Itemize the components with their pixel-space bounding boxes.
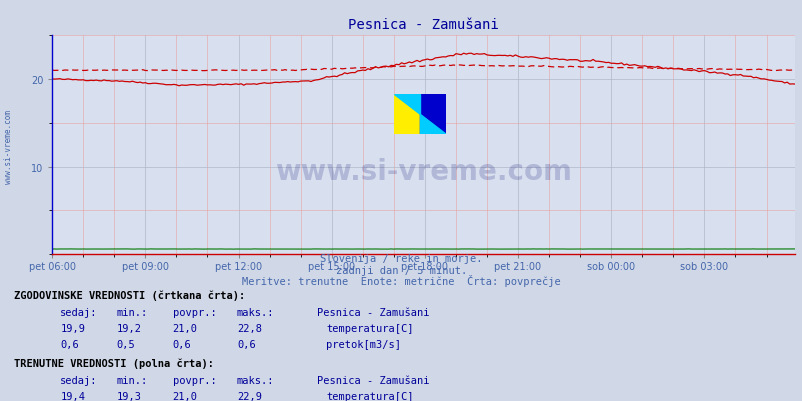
Text: 0,6: 0,6 [172, 339, 191, 349]
Text: min.:: min.: [116, 375, 148, 385]
Text: 19,3: 19,3 [116, 391, 141, 401]
Polygon shape [419, 115, 445, 134]
Text: Slovenija / reke in morje.: Slovenija / reke in morje. [320, 253, 482, 263]
Text: maks.:: maks.: [237, 375, 274, 385]
Text: Meritve: trenutne  Enote: metrične  Črta: povprečje: Meritve: trenutne Enote: metrične Črta: … [242, 275, 560, 287]
Text: zadnji dan / 5 minut.: zadnji dan / 5 minut. [335, 265, 467, 275]
Text: www.si-vreme.com: www.si-vreme.com [275, 158, 571, 186]
Polygon shape [394, 95, 419, 115]
Text: temperatura[C]: temperatura[C] [326, 324, 413, 334]
Text: sedaj:: sedaj: [60, 308, 98, 318]
Text: 19,9: 19,9 [60, 324, 85, 334]
Text: min.:: min.: [116, 308, 148, 318]
Bar [394, 95, 419, 134]
Text: 0,5: 0,5 [116, 339, 135, 349]
Text: pretok[m3/s]: pretok[m3/s] [326, 339, 400, 349]
Text: 22,9: 22,9 [237, 391, 261, 401]
Text: maks.:: maks.: [237, 308, 274, 318]
Text: Pesnica - Zamušani: Pesnica - Zamušani [317, 375, 429, 385]
Text: TRENUTNE VREDNOSTI (polna črta):: TRENUTNE VREDNOSTI (polna črta): [14, 358, 214, 368]
Text: 19,2: 19,2 [116, 324, 141, 334]
Text: sedaj:: sedaj: [60, 375, 98, 385]
Text: 21,0: 21,0 [172, 324, 197, 334]
Text: ZGODOVINSKE VREDNOSTI (črtkana črta):: ZGODOVINSKE VREDNOSTI (črtkana črta): [14, 290, 245, 301]
Title: Pesnica - Zamušani: Pesnica - Zamušani [348, 18, 498, 32]
Bar [419, 95, 445, 134]
Text: 22,8: 22,8 [237, 324, 261, 334]
Text: povpr.:: povpr.: [172, 308, 216, 318]
Text: povpr.:: povpr.: [172, 375, 216, 385]
Text: Pesnica - Zamušani: Pesnica - Zamušani [317, 308, 429, 318]
Text: www.si-vreme.com: www.si-vreme.com [3, 109, 13, 183]
Text: 0,6: 0,6 [60, 339, 79, 349]
Text: 21,0: 21,0 [172, 391, 197, 401]
Text: temperatura[C]: temperatura[C] [326, 391, 413, 401]
Text: 19,4: 19,4 [60, 391, 85, 401]
Text: 0,6: 0,6 [237, 339, 255, 349]
